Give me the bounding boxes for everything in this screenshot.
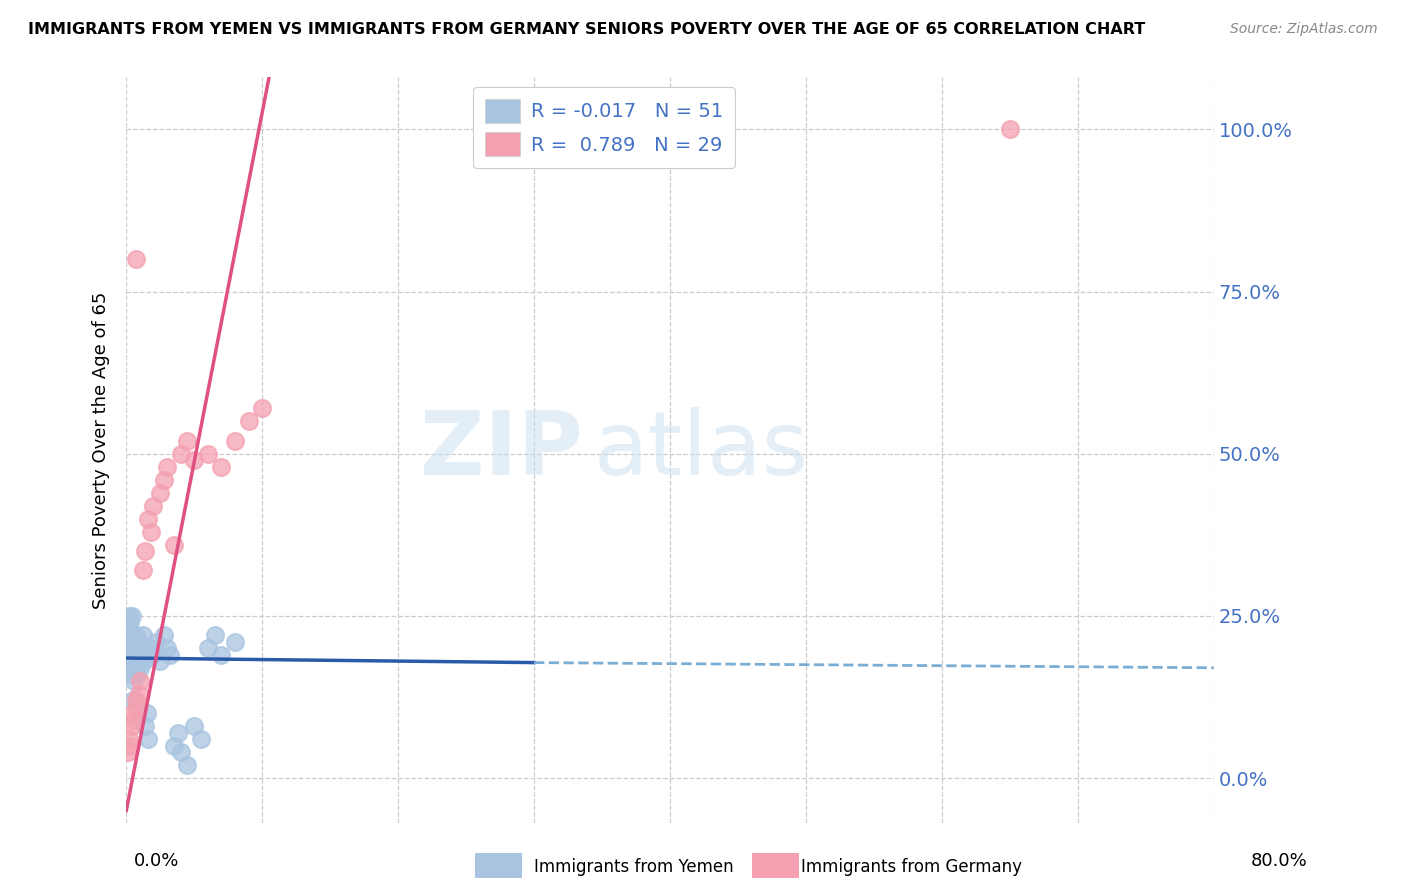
Point (125, 693, 148, 707)
Point (122, 661, 145, 675)
Point (121, 628, 143, 642)
Point (142, 499, 165, 513)
Point (118, 648, 141, 662)
Point (121, 719, 143, 733)
Point (118, 622, 141, 636)
Point (159, 648, 181, 662)
Point (145, 635, 167, 649)
Point (153, 473, 176, 487)
Point (153, 628, 176, 642)
Point (118, 635, 141, 649)
Point (163, 739, 186, 753)
Point (197, 447, 219, 461)
Point (120, 667, 142, 681)
Point (167, 725, 190, 739)
Point (125, 252, 148, 266)
Point (128, 648, 150, 662)
Text: ZIP: ZIP (420, 407, 583, 494)
Text: Immigrants from Yemen: Immigrants from Yemen (534, 858, 734, 876)
Point (224, 434, 246, 448)
Point (211, 648, 233, 662)
Point (121, 608, 143, 623)
Point (124, 673, 146, 688)
Point (120, 739, 142, 753)
Point (238, 414, 260, 428)
Point (122, 706, 145, 721)
Point (190, 732, 212, 747)
Text: Immigrants from Germany: Immigrants from Germany (801, 858, 1022, 876)
Point (136, 511, 159, 525)
Text: 80.0%: 80.0% (1251, 852, 1308, 870)
Point (127, 699, 149, 714)
Text: 0.0%: 0.0% (134, 852, 179, 870)
Point (118, 661, 141, 675)
Point (118, 732, 141, 747)
Point (183, 453, 205, 467)
Point (163, 537, 186, 551)
Point (136, 732, 159, 747)
Point (117, 654, 139, 668)
Point (117, 628, 139, 642)
Point (117, 641, 139, 656)
Point (122, 635, 145, 649)
Point (211, 459, 233, 474)
Point (131, 564, 153, 578)
Point (134, 544, 156, 558)
Point (132, 654, 155, 668)
Point (156, 459, 179, 474)
Point (134, 719, 156, 733)
Point (183, 719, 205, 733)
Point (124, 713, 146, 727)
Point (139, 524, 162, 539)
Point (170, 745, 193, 759)
Point (998, 122, 1021, 136)
Point (128, 687, 150, 701)
Point (135, 706, 157, 721)
Point (197, 641, 219, 656)
Text: IMMIGRANTS FROM YEMEN VS IMMIGRANTS FROM GERMANY SENIORS POVERTY OVER THE AGE OF: IMMIGRANTS FROM YEMEN VS IMMIGRANTS FROM… (28, 22, 1146, 37)
Y-axis label: Seniors Poverty Over the Age of 65: Seniors Poverty Over the Age of 65 (93, 292, 110, 609)
Point (170, 447, 193, 461)
Point (127, 654, 149, 668)
Point (176, 434, 198, 448)
Point (120, 615, 142, 630)
Point (252, 401, 274, 416)
Legend: R = -0.017   N = 51, R =  0.789   N = 29: R = -0.017 N = 51, R = 0.789 N = 29 (474, 87, 735, 168)
Text: Source: ZipAtlas.com: Source: ZipAtlas.com (1230, 22, 1378, 37)
Point (125, 641, 148, 656)
Point (127, 667, 149, 681)
Point (121, 641, 143, 656)
Point (176, 758, 198, 772)
Point (128, 661, 150, 675)
Point (120, 628, 142, 642)
Point (125, 628, 148, 642)
Point (139, 641, 162, 656)
Text: atlas: atlas (593, 407, 808, 494)
Point (224, 635, 246, 649)
Point (118, 608, 141, 623)
Point (149, 485, 172, 500)
Point (120, 654, 142, 668)
Point (131, 628, 153, 642)
Point (128, 635, 150, 649)
Point (117, 745, 139, 759)
Point (142, 648, 165, 662)
Point (129, 641, 152, 656)
Point (124, 654, 146, 668)
Point (204, 628, 226, 642)
Point (122, 693, 145, 707)
Point (149, 654, 172, 668)
Point (128, 673, 150, 688)
Point (156, 641, 179, 656)
Point (122, 648, 145, 662)
